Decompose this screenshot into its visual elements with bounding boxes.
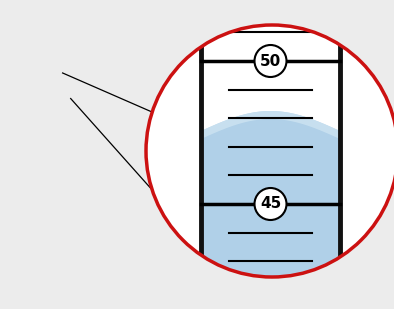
Circle shape	[48, 138, 52, 142]
Circle shape	[48, 74, 52, 79]
Polygon shape	[35, 94, 65, 258]
Circle shape	[48, 180, 52, 185]
Polygon shape	[201, 14, 340, 287]
Polygon shape	[201, 131, 340, 287]
Circle shape	[255, 45, 286, 77]
Polygon shape	[35, 256, 65, 266]
Circle shape	[48, 222, 52, 227]
Circle shape	[48, 53, 52, 57]
Circle shape	[146, 25, 394, 277]
Circle shape	[48, 159, 52, 163]
Circle shape	[48, 243, 52, 248]
Circle shape	[48, 95, 52, 100]
Text: 50: 50	[260, 53, 281, 69]
Text: 45: 45	[260, 197, 281, 211]
Circle shape	[48, 201, 52, 206]
Circle shape	[48, 116, 52, 121]
Circle shape	[255, 188, 286, 220]
